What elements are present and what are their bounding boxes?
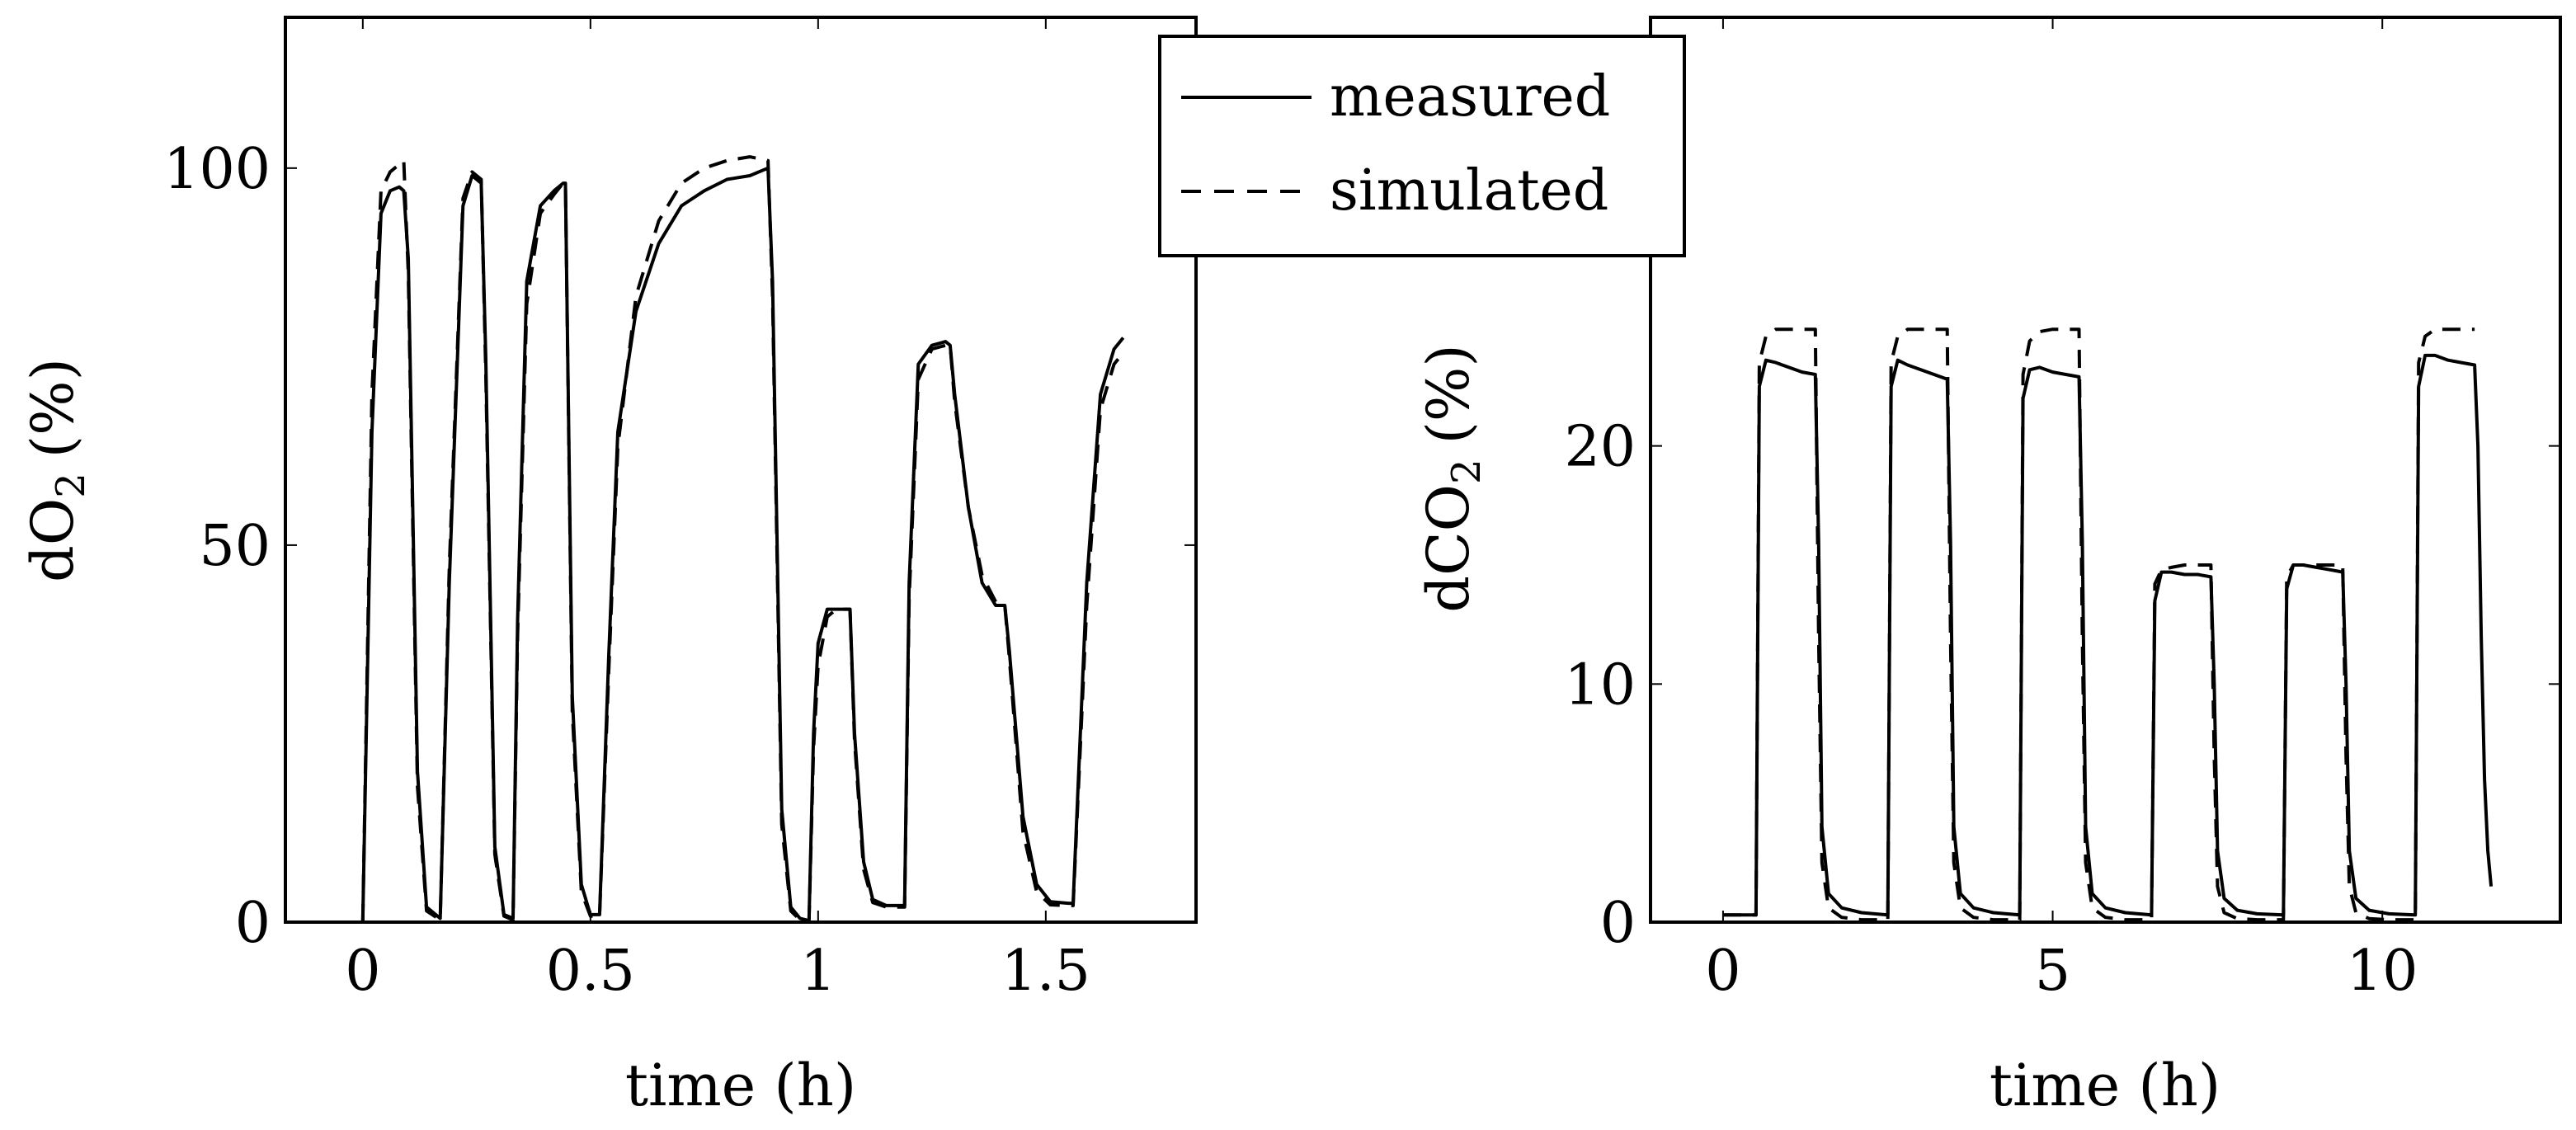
legend-box [1158, 35, 1686, 257]
do2-y-axis-label: dO2 (%) [19, 358, 94, 582]
do2-series-simulated [360, 155, 1125, 924]
do2-series-measured [360, 166, 1125, 923]
do2-xtick-label: 1 [800, 939, 836, 1004]
do2-ytick-label: 0 [235, 891, 271, 956]
do2-y-label-unit: (%) [19, 358, 87, 458]
do2-xtick-label: 0.5 [546, 939, 635, 1004]
do2-ytick-label: 100 [163, 137, 271, 202]
dco2-series [1722, 327, 2494, 922]
dco2-xtick-label: 0 [1705, 939, 1740, 1004]
do2-series [360, 155, 1125, 924]
dco2-plot: 0 5 10 0 10 20 time (h) dCO2 (%) [1415, 16, 2562, 1119]
legend-measured-label: measured [1330, 64, 1610, 129]
do2-plot: 0 0.5 1 1.5 0 50 100 time (h) dO2 (%) [19, 16, 1198, 1119]
dco2-x-axis-label: time (h) [1990, 1052, 2220, 1119]
dco2-ytick-label: 0 [1600, 891, 1636, 956]
do2-y-label-sub: 2 [48, 473, 94, 498]
dco2-y-axis-label: dCO2 (%) [1415, 344, 1490, 612]
dco2-y-label-sub: 2 [1443, 459, 1490, 484]
dco2-y-label-main: dCO [1415, 484, 1482, 613]
do2-xtick-label: 0 [345, 939, 380, 1004]
do2-y-label-main: dO [19, 498, 87, 582]
do2-x-axis-label: time (h) [625, 1052, 856, 1119]
do2-ticks: 0 0.5 1 1.5 0 50 100 [163, 17, 1196, 1004]
dco2-ticks: 0 5 10 0 10 20 [1564, 17, 2560, 1004]
dco2-plot-frame [1649, 16, 2562, 924]
dco2-y-label-unit: (%) [1415, 344, 1482, 444]
do2-ytick-label: 50 [199, 514, 271, 579]
do2-xtick-label: 1.5 [1001, 939, 1090, 1004]
dco2-series-simulated [1722, 327, 2475, 922]
dco2-xtick-label: 10 [2347, 939, 2418, 1004]
do2-plot-frame [284, 16, 1198, 924]
dco2-series-measured [1722, 353, 2494, 917]
dco2-xtick-label: 5 [2035, 939, 2070, 1004]
dco2-ytick-label: 10 [1564, 652, 1636, 718]
legend: measured simulated [1158, 35, 1686, 257]
dco2-ytick-label: 20 [1564, 415, 1636, 480]
legend-simulated-label: simulated [1330, 158, 1608, 224]
